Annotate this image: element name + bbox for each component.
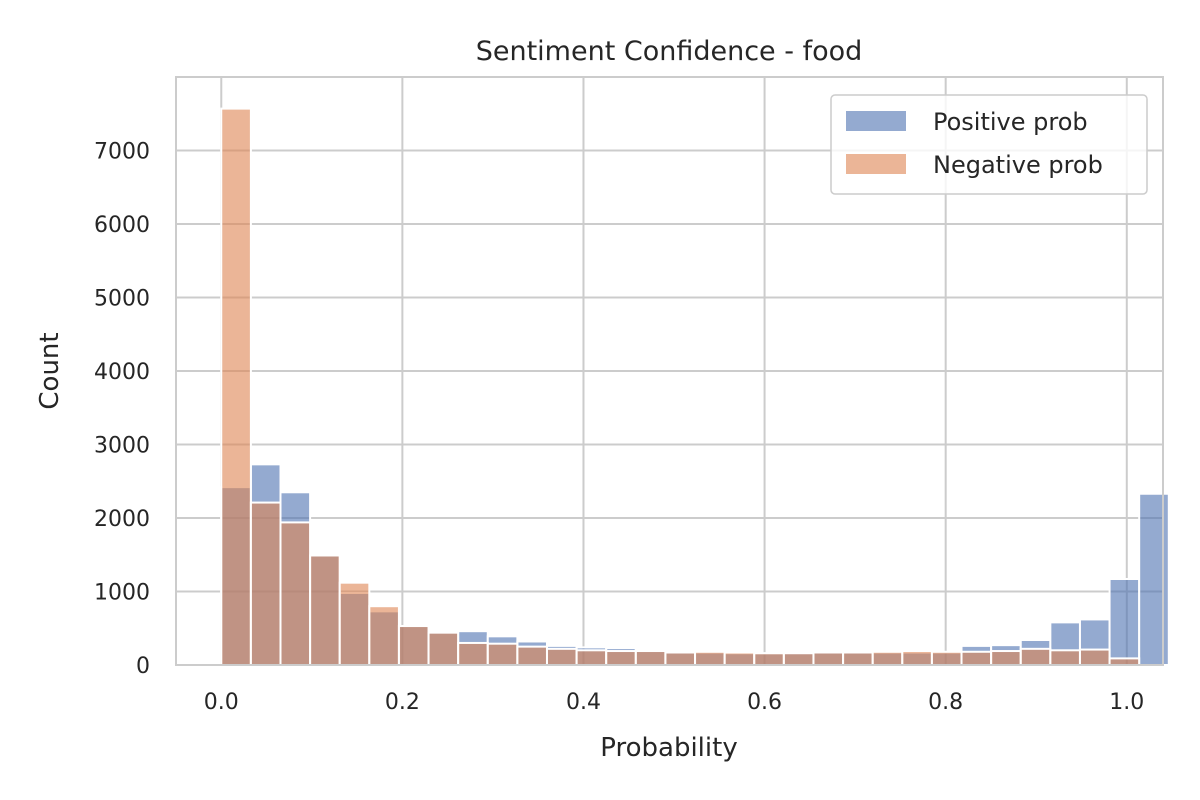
x-tick-label: 0.2 (385, 690, 420, 715)
x-tick-label: 0.8 (928, 690, 963, 715)
y-axis-title: Count (35, 332, 65, 409)
x-tick-label: 0.6 (747, 690, 782, 715)
chart-title: Sentiment Confidence - food (476, 36, 863, 67)
x-tick-label: 1.0 (1109, 690, 1144, 715)
negative-prob-bars (220, 107, 1141, 667)
negative-prob-bar (516, 645, 548, 666)
negative-prob-bar (397, 625, 430, 666)
negative-prob-bar (309, 554, 341, 666)
negative-prob-bar (634, 650, 667, 666)
negative-prob-bar (782, 652, 815, 666)
legend-label-positive: Positive prob (933, 108, 1088, 136)
negative-prob-bar (930, 650, 963, 667)
negative-prob-bar (812, 651, 845, 667)
legend-label-negative: Negative prob (933, 151, 1103, 179)
negative-prob-bar (338, 581, 371, 666)
x-tick-label: 0.0 (204, 690, 239, 715)
negative-prob-bar (486, 642, 519, 666)
negative-prob-bar (664, 651, 697, 667)
y-tick-label: 7000 (94, 140, 150, 165)
negative-prob-bar (871, 650, 904, 667)
negative-prob-bar (368, 605, 400, 667)
y-axis-ticks: 0 1000 2000 3000 4000 5000 6000 7000 (94, 140, 150, 680)
negative-prob-bar (427, 631, 460, 666)
positive-prob-bar (1108, 578, 1141, 667)
negative-prob-bar (753, 652, 785, 666)
y-tick-label: 5000 (94, 287, 150, 312)
negative-prob-bar (249, 501, 282, 666)
negative-prob-bar (279, 521, 312, 666)
negative-prob-bar (605, 650, 637, 666)
x-tick-label: 0.4 (566, 690, 601, 715)
x-axis-title: Probability (600, 733, 737, 763)
negative-prob-bar (842, 651, 874, 667)
legend: Positive prob Negative prob (830, 94, 1148, 195)
positive-prob-bar (1138, 492, 1170, 666)
x-axis-ticks: 0.0 0.2 0.4 0.6 0.8 1.0 (204, 690, 1145, 715)
legend-swatch-negative (846, 154, 906, 174)
negative-prob-bar (575, 649, 608, 666)
negative-prob-bar (1078, 648, 1111, 667)
plot-frame (175, 76, 1164, 666)
negative-prob-bar (545, 647, 578, 667)
negative-prob-bar (694, 650, 726, 667)
y-tick-label: 0 (136, 654, 150, 679)
y-tick-label: 1000 (94, 581, 150, 606)
y-tick-label: 2000 (94, 507, 150, 532)
negative-prob-bar (457, 641, 489, 667)
negative-prob-bar (1049, 649, 1081, 666)
negative-prob-bar (1019, 647, 1052, 667)
negative-prob-bar (960, 650, 993, 667)
y-tick-label: 3000 (94, 434, 150, 459)
negative-prob-bar (220, 107, 252, 667)
legend-swatch-positive (846, 111, 906, 131)
legend-box (830, 94, 1148, 195)
negative-prob-bar (723, 651, 756, 667)
negative-prob-bar (990, 650, 1022, 666)
negative-prob-bar (901, 650, 933, 666)
y-tick-label: 4000 (94, 360, 150, 385)
y-tick-label: 6000 (94, 213, 150, 238)
